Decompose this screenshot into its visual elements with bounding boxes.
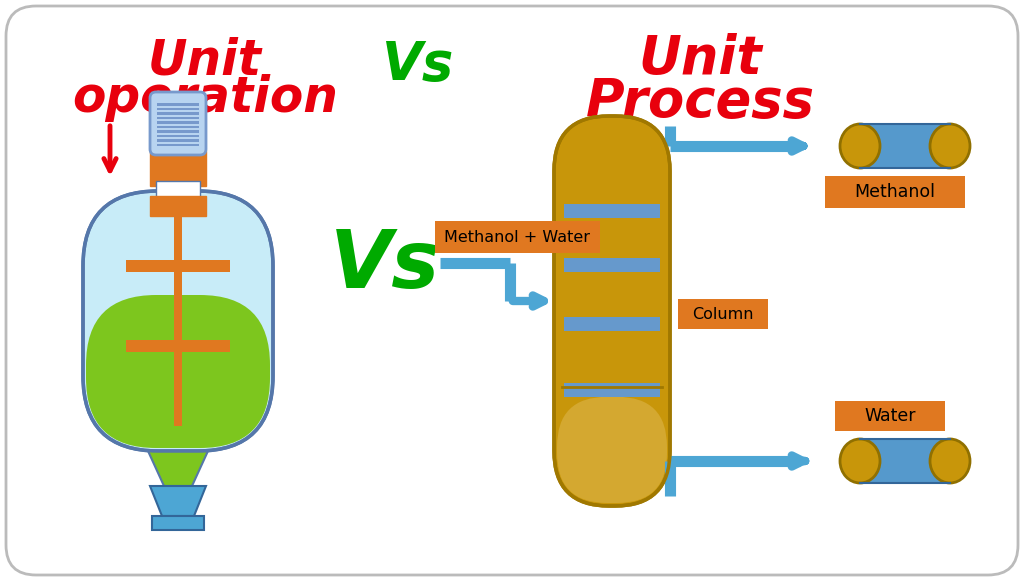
Text: Vs: Vs xyxy=(382,39,454,91)
Text: Water: Water xyxy=(864,407,915,425)
Bar xyxy=(157,126,199,128)
Bar xyxy=(126,260,230,272)
FancyBboxPatch shape xyxy=(150,92,206,155)
Bar xyxy=(157,135,199,137)
Ellipse shape xyxy=(930,124,970,168)
Text: Column: Column xyxy=(692,307,754,321)
Bar xyxy=(156,181,200,199)
Text: Process: Process xyxy=(586,76,814,128)
FancyBboxPatch shape xyxy=(6,6,1018,575)
FancyBboxPatch shape xyxy=(83,191,273,451)
Ellipse shape xyxy=(840,439,880,483)
Bar xyxy=(157,112,199,114)
Text: Unit: Unit xyxy=(638,33,762,85)
Bar xyxy=(564,317,660,331)
FancyBboxPatch shape xyxy=(557,397,667,503)
Bar xyxy=(157,130,199,132)
Text: Methanol + Water: Methanol + Water xyxy=(444,229,590,245)
Ellipse shape xyxy=(930,439,970,483)
FancyBboxPatch shape xyxy=(554,116,670,506)
FancyBboxPatch shape xyxy=(86,295,270,448)
Bar xyxy=(150,151,206,186)
Bar xyxy=(564,203,660,218)
Bar xyxy=(150,196,206,216)
Bar xyxy=(678,299,768,329)
Bar xyxy=(835,401,945,431)
Text: Methanol: Methanol xyxy=(854,183,936,201)
Text: Unit: Unit xyxy=(148,36,262,84)
Bar xyxy=(157,144,199,146)
Bar xyxy=(860,124,950,168)
Text: Vs: Vs xyxy=(330,227,440,305)
Bar xyxy=(126,340,230,352)
Bar xyxy=(564,258,660,272)
Bar xyxy=(174,146,182,426)
Bar xyxy=(435,221,600,253)
Bar xyxy=(157,103,199,106)
Bar xyxy=(564,383,660,397)
Polygon shape xyxy=(150,486,206,516)
Bar xyxy=(860,439,950,483)
Bar xyxy=(157,121,199,124)
Bar xyxy=(825,176,965,208)
Ellipse shape xyxy=(840,124,880,168)
Polygon shape xyxy=(148,451,208,486)
Bar xyxy=(152,516,204,530)
Bar xyxy=(157,108,199,110)
Bar xyxy=(157,139,199,142)
Text: operation: operation xyxy=(72,74,338,122)
Bar xyxy=(157,117,199,119)
